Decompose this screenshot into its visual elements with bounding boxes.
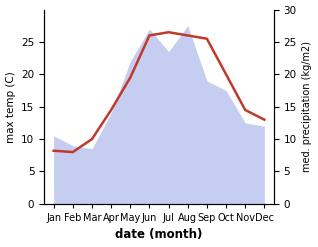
Y-axis label: max temp (C): max temp (C) [5,71,16,143]
X-axis label: date (month): date (month) [115,228,203,242]
Y-axis label: med. precipitation (kg/m2): med. precipitation (kg/m2) [302,41,313,172]
